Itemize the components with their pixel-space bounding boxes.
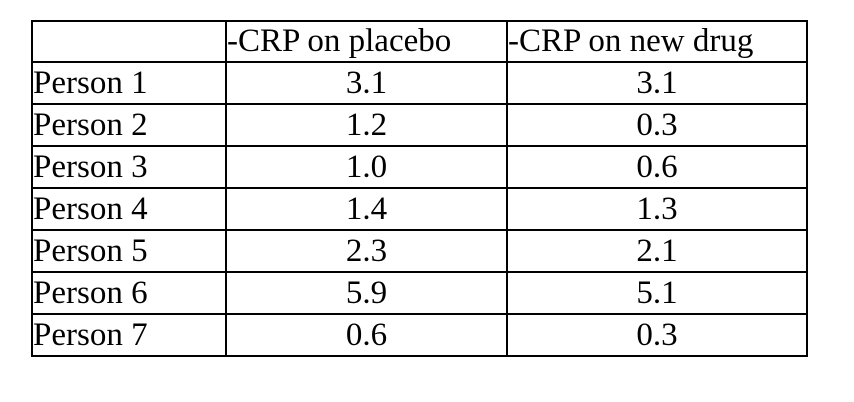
table-row: Person 6 5.9 5.1 xyxy=(31,271,808,315)
column-header-placebo: -CRP on placebo xyxy=(225,20,508,63)
person-label-cell: Person 6 xyxy=(31,271,227,315)
table-row: Person 7 0.6 0.3 xyxy=(31,313,808,357)
person-label-cell: Person 5 xyxy=(31,229,227,273)
new-drug-value-cell: 0.3 xyxy=(506,313,808,357)
placebo-value-cell: 1.4 xyxy=(225,187,508,231)
placebo-value-cell: 1.2 xyxy=(225,103,508,147)
table-row: Person 5 2.3 2.1 xyxy=(31,229,808,273)
column-header-new-drug: -CRP on new drug xyxy=(506,20,808,63)
person-label-cell: Person 3 xyxy=(31,145,227,189)
new-drug-value-cell: 1.3 xyxy=(506,187,808,231)
header-row: -CRP on placebo -CRP on new drug xyxy=(31,20,808,63)
placebo-value-cell: 2.3 xyxy=(225,229,508,273)
new-drug-value-cell: 3.1 xyxy=(506,61,808,105)
corner-cell xyxy=(31,20,227,63)
placebo-value-cell: 1.0 xyxy=(225,145,508,189)
person-label-cell: Person 1 xyxy=(31,61,227,105)
person-label-cell: Person 2 xyxy=(31,103,227,147)
person-label-cell: Person 7 xyxy=(31,313,227,357)
placebo-value-cell: 5.9 xyxy=(225,271,508,315)
new-drug-value-cell: 0.3 xyxy=(506,103,808,147)
table-row: Person 2 1.2 0.3 xyxy=(31,103,808,147)
new-drug-value-cell: 0.6 xyxy=(506,145,808,189)
person-label-cell: Person 4 xyxy=(31,187,227,231)
crp-data-table: -CRP on placebo -CRP on new drug Person … xyxy=(31,20,808,357)
placebo-value-cell: 0.6 xyxy=(225,313,508,357)
table-row: Person 4 1.4 1.3 xyxy=(31,187,808,231)
placebo-value-cell: 3.1 xyxy=(225,61,508,105)
table-row: Person 1 3.1 3.1 xyxy=(31,61,808,105)
table-row: Person 3 1.0 0.6 xyxy=(31,145,808,189)
new-drug-value-cell: 2.1 xyxy=(506,229,808,273)
new-drug-value-cell: 5.1 xyxy=(506,271,808,315)
